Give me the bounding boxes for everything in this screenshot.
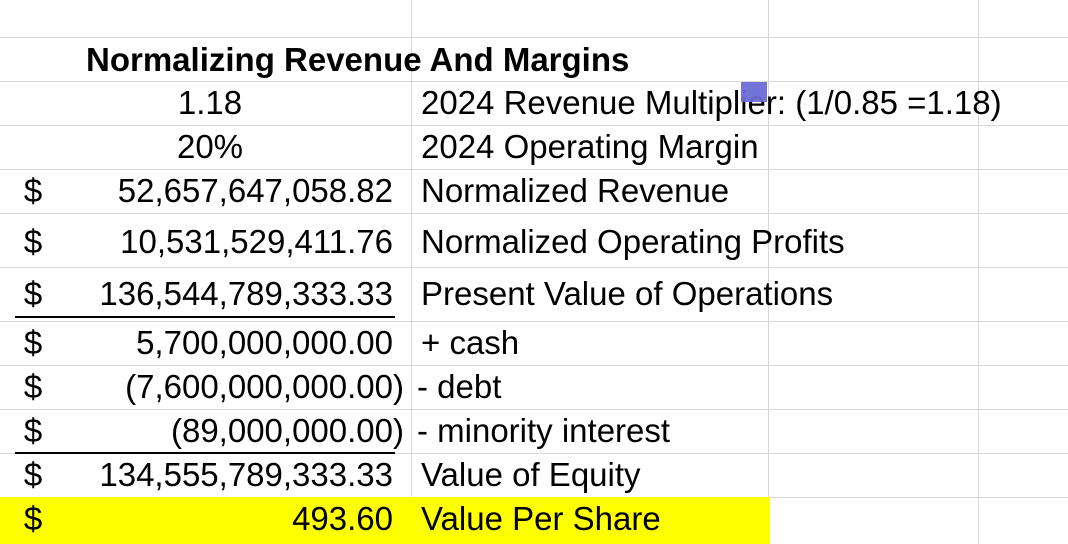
debt-label[interactable]: - debt <box>417 368 502 405</box>
normalized-revenue-cell[interactable]: 52,657,647,058.82 <box>117 172 393 209</box>
grid-row-line <box>0 321 1068 322</box>
operating-margin-cell[interactable]: 20% <box>176 128 244 165</box>
value-per-share-cell[interactable]: 493.60 <box>292 500 393 537</box>
minority-interest-label[interactable]: - minority interest <box>417 412 671 449</box>
present-value-operations-label[interactable]: Present Value of Operations <box>421 275 834 312</box>
grid-row-line <box>0 125 1068 126</box>
currency-symbol: $ <box>23 500 43 537</box>
normalized-operating-profits-label[interactable]: Normalized Operating Profits <box>421 223 845 260</box>
table-row[interactable]: $ (89,000,000.00) - minority interest <box>0 409 1068 453</box>
grid-row-line <box>0 409 1068 410</box>
present-value-operations-cell[interactable]: 136,544,789,333.33 <box>99 275 393 312</box>
table-row[interactable]: $ (7,600,000,000.00) - debt <box>0 365 1068 409</box>
table-row[interactable]: 20% 2024 Operating Margin <box>0 125 1068 169</box>
normalized-revenue-label[interactable]: Normalized Revenue <box>421 172 730 209</box>
grid-col-line-2 <box>768 0 769 544</box>
table-row[interactable]: 1.18 2024 Revenue Multiplier: (1/0.85 =1… <box>0 81 1068 125</box>
value-per-share-highlight <box>0 497 770 544</box>
currency-symbol: $ <box>23 456 43 493</box>
cursor-marker <box>741 82 767 102</box>
table-row[interactable]: $ 134,555,789,333.33 Value of Equity <box>0 453 1068 497</box>
subtotal-underline <box>15 452 395 454</box>
currency-symbol: $ <box>23 368 43 405</box>
revenue-multiplier-cell[interactable]: 1.18 <box>177 84 243 121</box>
grid-row-line <box>0 81 1068 82</box>
revenue-multiplier-label[interactable]: 2024 Revenue Multiplier: (1/0.85 =1.18) <box>421 84 1002 121</box>
value-of-equity-label[interactable]: Value of Equity <box>421 456 641 493</box>
table-row[interactable]: $ 493.60 Value Per Share <box>0 497 1068 541</box>
sheet-title[interactable]: Normalizing Revenue And Margins <box>86 41 630 78</box>
currency-symbol: $ <box>23 412 43 449</box>
debt-cell[interactable]: (7,600,000,000.00) <box>125 368 404 405</box>
value-per-share-label[interactable]: Value Per Share <box>421 500 661 537</box>
table-row[interactable]: $ 5,700,000,000.00 + cash <box>0 321 1068 365</box>
grid-row-line <box>0 267 1068 268</box>
grid-col-line-3 <box>978 0 979 544</box>
table-row[interactable]: $ 10,531,529,411.76 Normalized Operating… <box>0 220 1068 264</box>
currency-symbol: $ <box>23 275 43 312</box>
currency-symbol: $ <box>23 172 43 209</box>
cash-cell[interactable]: 5,700,000,000.00 <box>136 324 393 361</box>
grid-row-line <box>0 213 1068 214</box>
grid-row-line <box>0 453 1068 454</box>
value-of-equity-cell[interactable]: 134,555,789,333.33 <box>99 456 393 493</box>
normalized-operating-profits-cell[interactable]: 10,531,529,411.76 <box>120 223 393 260</box>
table-row[interactable]: $ 136,544,789,333.33 Present Value of Op… <box>0 272 1068 316</box>
subtotal-underline <box>15 316 395 318</box>
currency-symbol: $ <box>23 324 43 361</box>
cash-label[interactable]: + cash <box>421 324 520 361</box>
minority-interest-cell[interactable]: (89,000,000.00) <box>170 412 404 449</box>
table-row[interactable]: $ 52,657,647,058.82 Normalized Revenue <box>0 169 1068 213</box>
grid-row-line <box>0 169 1068 170</box>
grid-row-line <box>0 37 1068 38</box>
grid-row-line <box>0 365 1068 366</box>
operating-margin-label[interactable]: 2024 Operating Margin <box>421 128 759 165</box>
grid-col-line-1 <box>411 0 412 544</box>
currency-symbol: $ <box>23 223 43 260</box>
